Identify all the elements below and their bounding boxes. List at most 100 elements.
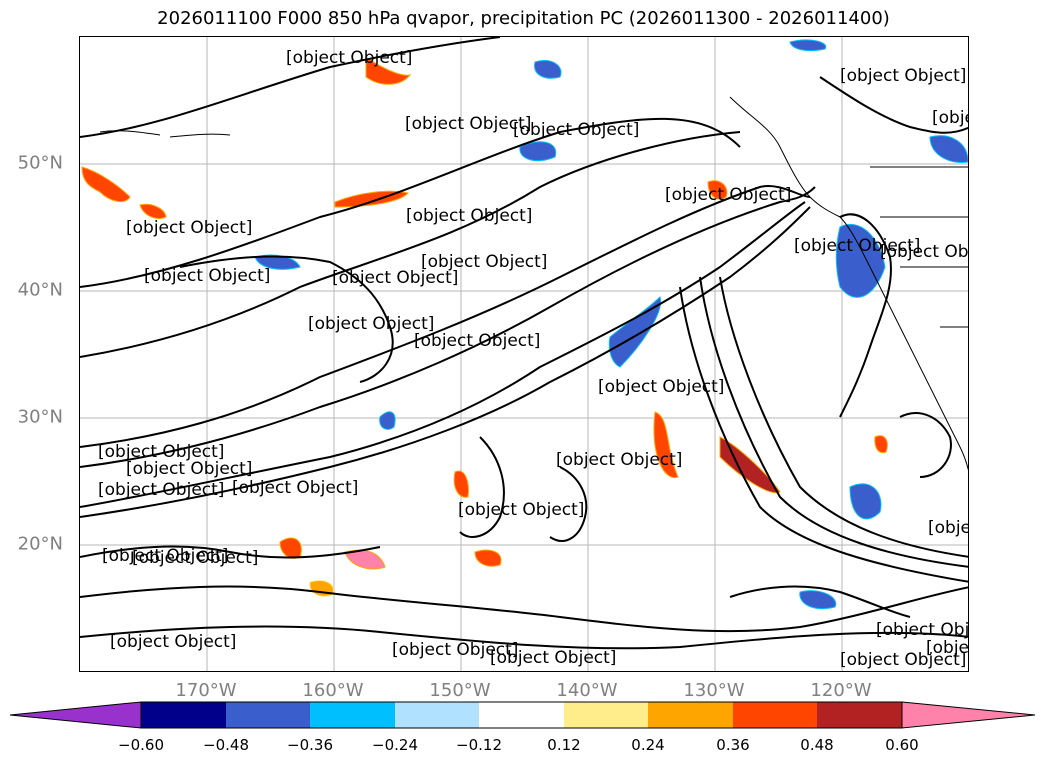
colorbar-tick-label: −0.60 <box>118 736 164 754</box>
contour-label: [object Object] <box>132 548 258 568</box>
lon-label-160w: 160°W <box>302 680 364 701</box>
colorbar-extend-min <box>10 701 142 729</box>
contour-line <box>459 436 505 538</box>
contour-label: [object Object] <box>926 638 969 658</box>
contour-line <box>80 117 741 288</box>
contour-label: [object Object] <box>880 242 969 262</box>
colorbar-bin <box>648 702 733 728</box>
contour-line <box>679 286 968 583</box>
lat-label-30n: 30°N <box>17 406 63 428</box>
colorbar-bin <box>817 702 902 728</box>
lon-label-170w: 170°W <box>175 680 237 701</box>
contour-line <box>80 545 381 559</box>
precip-patch <box>929 135 968 164</box>
contour-label: [object Object] <box>332 268 458 288</box>
contour-line <box>80 201 806 508</box>
contour-label: [object Object] <box>414 331 540 351</box>
contour-label: [object Object] <box>665 185 791 205</box>
contour-label: [object Object] <box>286 48 412 68</box>
contour-label: [object Object] <box>98 442 224 462</box>
contour-label: [object Object] <box>556 450 682 470</box>
contour-label: [object Object] <box>932 108 969 128</box>
contour-label: [object Object] <box>794 236 920 256</box>
map-canvas: [object Object] [object Object] [object … <box>80 37 969 671</box>
contour-line <box>80 625 968 650</box>
contour-label: [object Object] <box>126 459 252 479</box>
colorbar-outline <box>140 701 903 729</box>
contour-label: [object Object] <box>405 114 531 134</box>
precip-patch <box>835 223 886 298</box>
colorbar-tick-label: −0.12 <box>456 736 502 754</box>
colorbar-bin <box>733 702 817 728</box>
precip-patch <box>474 549 502 567</box>
aleutian-islands <box>99 130 231 138</box>
precip-patches <box>81 39 968 610</box>
colorbar-tick-label: −0.24 <box>372 736 418 754</box>
contour-line <box>899 412 952 478</box>
contour-label: [object Object] <box>392 640 518 660</box>
precip-patch <box>139 203 167 219</box>
contour-label: [object Object] <box>513 120 639 140</box>
contour-label: [object Object] <box>102 546 228 566</box>
contour-label: [object Object] <box>840 66 966 86</box>
contour-label: [object Object] <box>421 252 547 272</box>
contour-label: [object Object] <box>110 632 236 652</box>
map-title: 2026011100 F000 850 hPa qvapor, precipit… <box>157 8 890 29</box>
contour-label: [object Object] <box>928 518 969 538</box>
contour-line <box>839 213 892 418</box>
contour-label: [object Object] <box>126 218 252 238</box>
precip-patch <box>534 60 562 79</box>
contour-line <box>80 37 501 138</box>
coastlines <box>99 96 968 471</box>
contour-label: [object Object] <box>406 206 532 226</box>
lon-label-140w: 140°W <box>556 680 618 701</box>
contour-label: [object Object] <box>308 314 434 334</box>
precip-patch <box>799 590 837 610</box>
state-borders <box>870 166 968 328</box>
colorbar-extend-max <box>901 701 1036 729</box>
contour-label: [object Object] <box>144 266 270 286</box>
lon-label-130w: 130°W <box>683 680 745 701</box>
lon-label-150w: 150°W <box>429 680 491 701</box>
precip-patch <box>81 166 131 203</box>
contour-label: [object Object] <box>840 650 966 670</box>
precip-patch <box>874 435 888 454</box>
precip-patch <box>789 39 827 52</box>
contour-line <box>80 585 968 633</box>
lat-label-50n: 50°N <box>17 152 63 174</box>
lat-label-20n: 20°N <box>17 533 63 555</box>
map-panel: [object Object] [object Object] [object … <box>79 36 969 672</box>
lon-label-120w: 120°W <box>810 680 872 701</box>
contour-label: [object Object] <box>98 480 224 500</box>
colorbar-tick-label: 0.48 <box>800 736 834 754</box>
precip-patch <box>707 180 728 200</box>
precip-patch <box>453 470 469 498</box>
precip-patch <box>379 411 396 430</box>
precip-patch <box>719 436 781 494</box>
contour-line <box>699 276 968 568</box>
contour-label: [object Object] <box>876 620 969 640</box>
precip-patch <box>279 537 302 559</box>
contour-line <box>719 276 968 558</box>
colorbar-tick-label: 0.24 <box>631 736 665 754</box>
colorbar-bin <box>479 702 564 728</box>
coastline-north-america <box>729 96 968 471</box>
precip-patch <box>254 254 301 270</box>
colorbar-tick-label: 0.36 <box>716 736 750 754</box>
precip-patch <box>519 141 557 162</box>
contour-label: [object Object] <box>598 377 724 397</box>
contour-line <box>819 76 968 134</box>
colorbar-bin <box>395 702 479 728</box>
lat-label-40n: 40°N <box>17 279 63 301</box>
contour-line <box>80 206 811 518</box>
contour-line <box>80 186 816 468</box>
colorbar-bin <box>226 702 310 728</box>
contour-line <box>179 255 394 383</box>
colorbar-tick-label: 0.12 <box>547 736 581 754</box>
precip-patch <box>653 411 679 479</box>
contour-label: [object Object] <box>232 478 358 498</box>
precip-patch <box>365 56 412 85</box>
colorbar <box>10 701 1036 729</box>
contour-line <box>729 585 911 618</box>
contour-labels: [object Object] [object Object] [object … <box>98 48 969 670</box>
